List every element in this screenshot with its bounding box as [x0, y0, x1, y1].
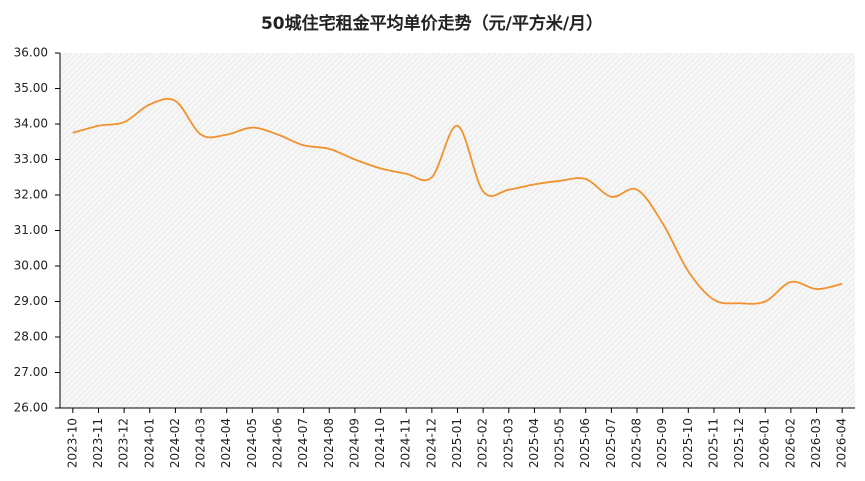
y-tick-label: 35.00 [14, 81, 48, 95]
line [72, 97, 843, 305]
x-tick-label: 2026-02 [783, 418, 797, 468]
chart-title: 50城住宅租金平均单价走势（元/平方米/月） [261, 13, 603, 34]
plot-area [60, 53, 855, 408]
x-tick-label: 2024-11 [399, 418, 413, 468]
x-tick-label: 2026-04 [835, 418, 849, 468]
x-tick-label: 2024-10 [373, 418, 387, 468]
y-tick-label: 27.00 [14, 365, 48, 379]
y-tick-label: 26.00 [14, 401, 48, 415]
x-tick-label: 2025-03 [501, 418, 515, 468]
y-tick-label: 31.00 [14, 223, 48, 237]
x-tick-label: 2023-10 [65, 418, 79, 468]
x-tick-label: 2024-04 [219, 418, 233, 468]
y-tick-label: 34.00 [14, 117, 48, 131]
x-tick-label: 2025-04 [527, 418, 541, 468]
x-tick-label: 2026-03 [809, 418, 823, 468]
x-tick-label: 2025-12 [732, 418, 746, 468]
x-tick-label: 2024-02 [168, 418, 182, 468]
y-tick-label: 32.00 [14, 188, 48, 202]
x-tick-label: 2025-06 [578, 418, 592, 468]
y-tick-label: 29.00 [14, 294, 48, 308]
x-tick-label: 2024-01 [142, 418, 156, 468]
x-tick-label: 2024-03 [194, 418, 208, 468]
x-tick-label: 2025-08 [630, 418, 644, 468]
x-tick-label: 2025-10 [681, 418, 695, 468]
x-tick-label: 2025-09 [655, 418, 669, 468]
x-tick-label: 2024-12 [424, 418, 438, 468]
x-tick-label: 2025-05 [553, 418, 567, 468]
x-tick-label: 2026-01 [758, 418, 772, 468]
y-tick-label: 30.00 [14, 259, 48, 273]
x-tick-label: 2025-07 [604, 418, 618, 468]
x-tick-label: 2024-07 [296, 418, 310, 468]
x-tick-label: 2024-08 [322, 418, 336, 468]
x-tick-label: 2025-01 [450, 418, 464, 468]
x-tick-label: 2023-12 [117, 418, 131, 468]
y-tick-label: 33.00 [14, 152, 48, 166]
y-tick-label: 28.00 [14, 330, 48, 344]
y-tick-label: 36.00 [14, 46, 48, 60]
x-tick-label: 2024-09 [347, 418, 361, 468]
x-tick-label: 2024-05 [245, 418, 259, 468]
x-tick-label: 2023-11 [91, 418, 105, 468]
x-tick-label: 2025-02 [476, 418, 490, 468]
x-tick-label: 2025-11 [706, 418, 720, 468]
x-tick-label: 2024-06 [270, 418, 284, 468]
